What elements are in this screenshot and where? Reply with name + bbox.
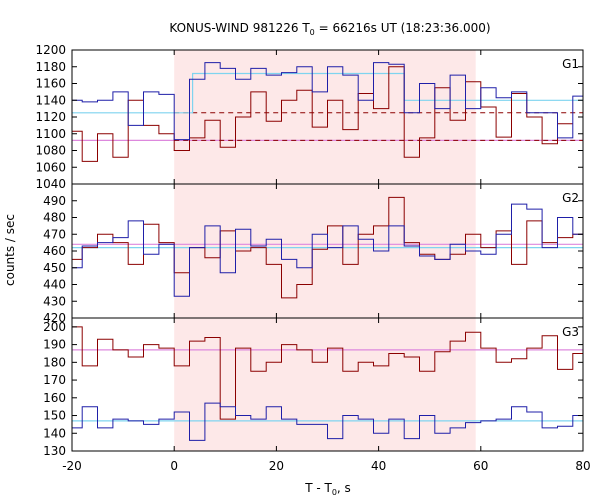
y-tick-label: 450 <box>43 261 66 275</box>
x-tick-label: 20 <box>269 459 284 473</box>
y-tick-label: 420 <box>43 311 66 325</box>
y-tick-label: 1060 <box>35 160 66 174</box>
x-tick-label: 60 <box>473 459 488 473</box>
plot-area-g3 <box>72 326 583 441</box>
y-tick-label: 190 <box>43 338 66 352</box>
y-tick-label: 130 <box>43 444 66 458</box>
y-tick-label: 480 <box>43 211 66 225</box>
y-tick-label: 1160 <box>35 77 66 91</box>
y-tick-label: 160 <box>43 391 66 405</box>
y-tick-label: 140 <box>43 426 66 440</box>
band-label-g2: G2 <box>562 191 579 205</box>
y-tick-label: 1080 <box>35 144 66 158</box>
series-blue <box>72 402 583 441</box>
x-tick-label: -20 <box>62 459 82 473</box>
panel-frame <box>71 317 584 452</box>
y-axis-label: counts / sec <box>3 214 17 286</box>
y-tick-label: 470 <box>43 227 66 241</box>
panel-g1: 1040 1060 1080 1100 1120 1140 1160 1180 1200 G1 <box>35 43 584 191</box>
y-tick-label: 1180 <box>35 60 66 74</box>
y-tick-label: 440 <box>43 278 66 292</box>
y-tick-label: 1120 <box>35 110 66 124</box>
y-tick-label: 430 <box>43 294 66 308</box>
series-blue <box>72 62 583 141</box>
y-tick-label: 1100 <box>35 127 66 141</box>
x-tick-label: 0 <box>170 459 178 473</box>
y-tick-label: 1200 <box>35 43 66 57</box>
y-tick-label: 1040 <box>35 177 66 191</box>
y-tick-label: 150 <box>43 409 66 423</box>
x-tick-label: 80 <box>575 459 590 473</box>
series-red <box>72 326 583 420</box>
y-tick-label: 490 <box>43 194 66 208</box>
y-tick-label: 200 <box>43 320 66 334</box>
band-label-g3: G3 <box>562 325 579 339</box>
highlight-interval <box>174 184 476 318</box>
x-tick-label: 40 <box>371 459 386 473</box>
highlight-interval <box>174 318 476 451</box>
panels-group: 1040 1060 1080 1100 1120 1140 1160 1180 1200 G1 42… <box>35 43 590 473</box>
y-tick-label: 1140 <box>35 93 66 107</box>
y-tick-label: 180 <box>43 355 66 369</box>
plot-area-g2 <box>72 196 583 299</box>
y-tick-label: 170 <box>43 373 66 387</box>
series-red <box>72 66 573 162</box>
fit-line-lightblue <box>72 72 583 114</box>
panel-g2: 420 430 440 450 460 470 480 490 G2 <box>43 183 584 325</box>
panel-g3: 130 140 150 160 170 180 190 200 G3 <box>43 317 584 458</box>
plot-area-g1 <box>72 62 583 162</box>
highlight-interval <box>174 50 476 184</box>
series-blue <box>72 203 583 297</box>
chart-title: KONUS-WIND 981226 T0 = 66216s UT (18:23:… <box>169 21 490 37</box>
series-red <box>72 196 583 299</box>
x-axis-label: T - T0, s <box>304 481 351 497</box>
band-label-g1: G1 <box>562 57 579 71</box>
y-tick-label: 460 <box>43 244 66 258</box>
